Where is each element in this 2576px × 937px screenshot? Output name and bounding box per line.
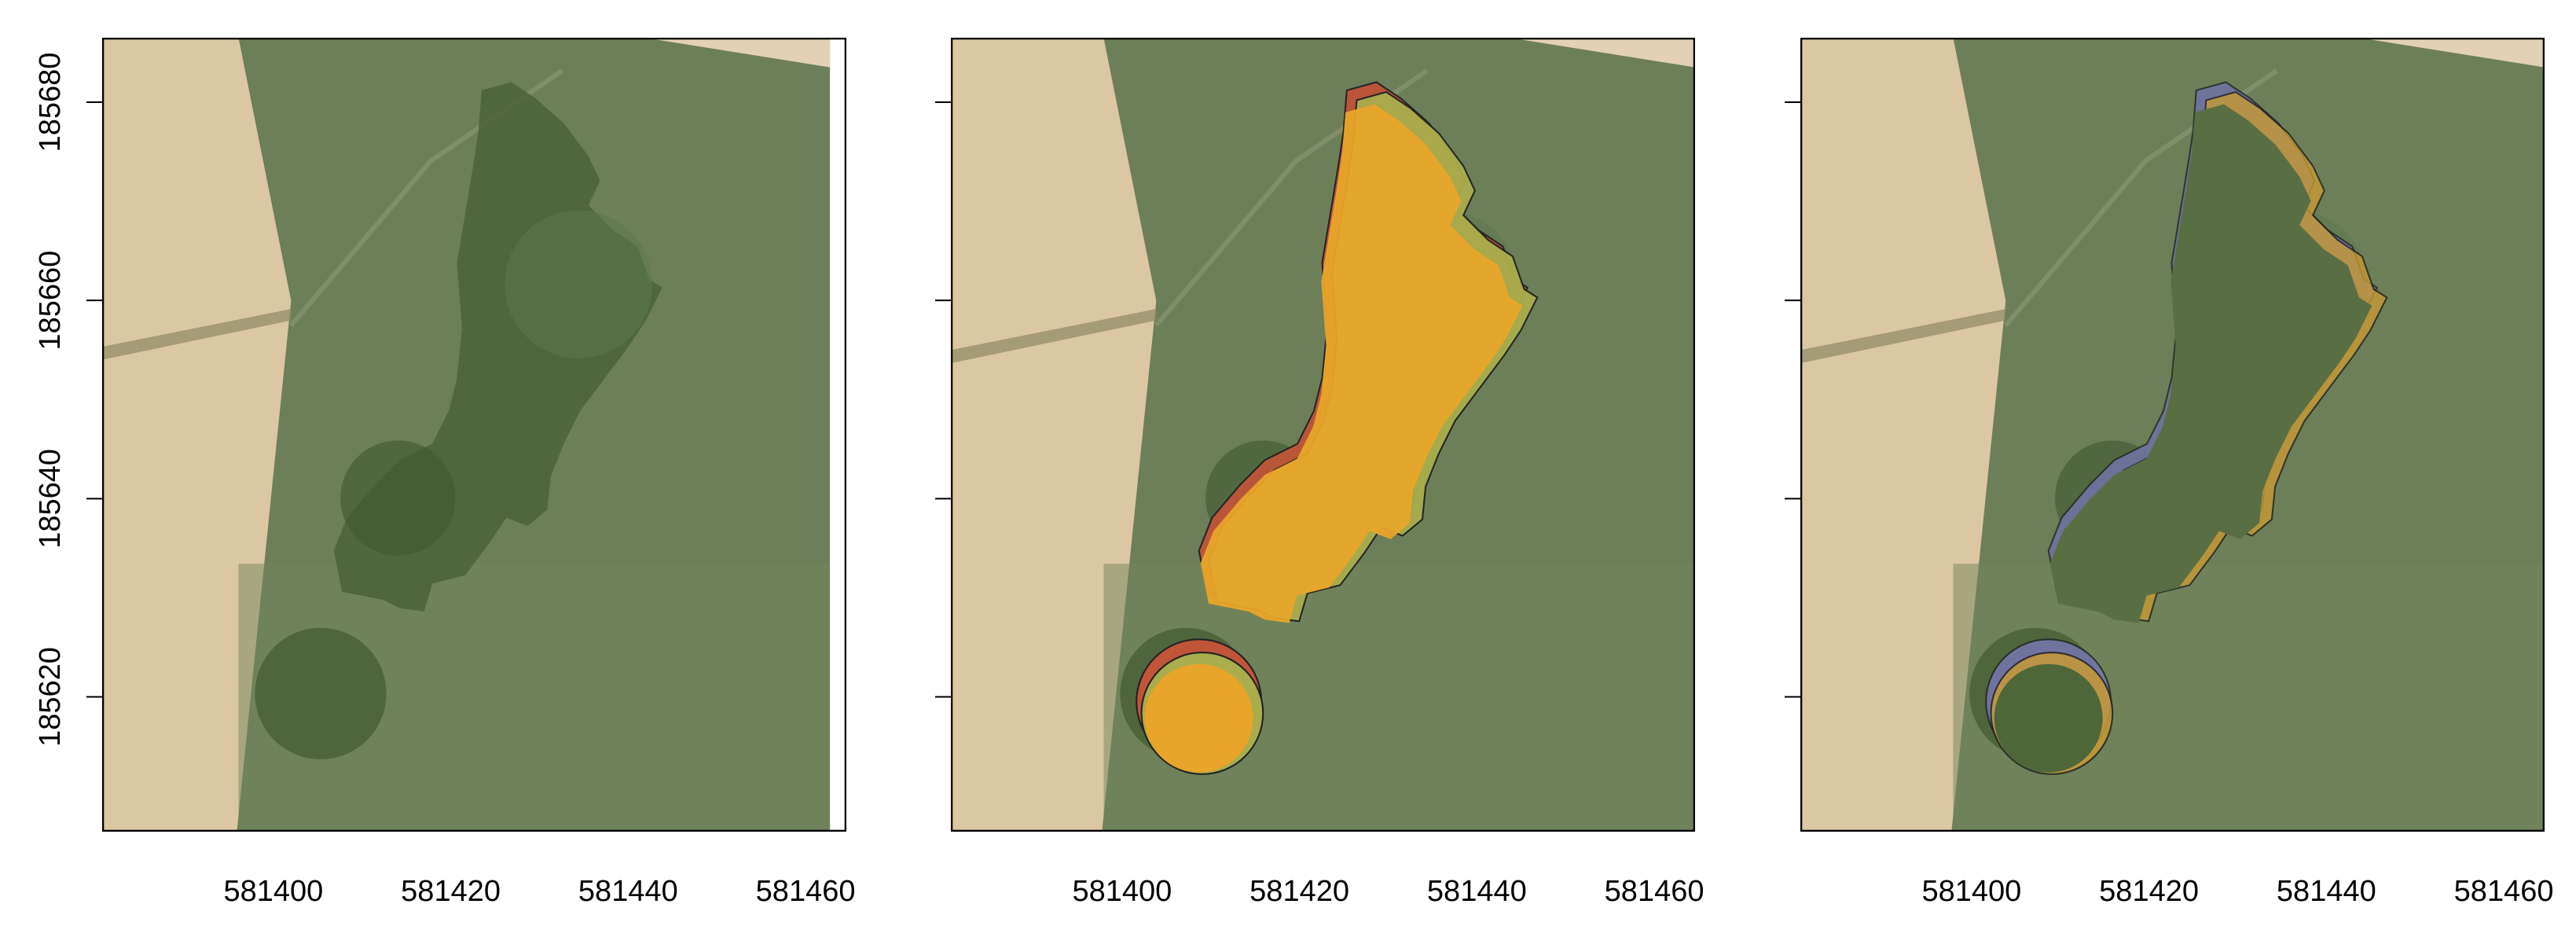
x-tick-label: 581420	[1249, 875, 1349, 908]
x-tick-label: 581440	[578, 875, 678, 908]
x-tick-label: 581440	[1427, 875, 1527, 908]
y-tick-label: 185640	[34, 449, 67, 549]
map-panel	[1800, 38, 2545, 832]
y-tick-label: 185680	[34, 53, 67, 152]
x-tick-label: 581400	[1921, 875, 2021, 908]
map-panel	[102, 38, 846, 832]
x-tick-label: 581420	[401, 875, 501, 908]
y-tick-label: 185660	[34, 251, 67, 351]
x-tick-label: 581440	[2277, 875, 2376, 908]
x-tick-label: 581400	[1072, 875, 1172, 908]
y-tick-label: 185620	[34, 647, 67, 747]
x-tick-label: 581400	[223, 875, 323, 908]
x-tick-label: 581420	[2099, 875, 2199, 908]
map-panel	[951, 38, 1695, 832]
x-tick-label: 581460	[2454, 875, 2554, 908]
x-tick-label: 581460	[756, 875, 856, 908]
x-tick-label: 581460	[1605, 875, 1704, 908]
